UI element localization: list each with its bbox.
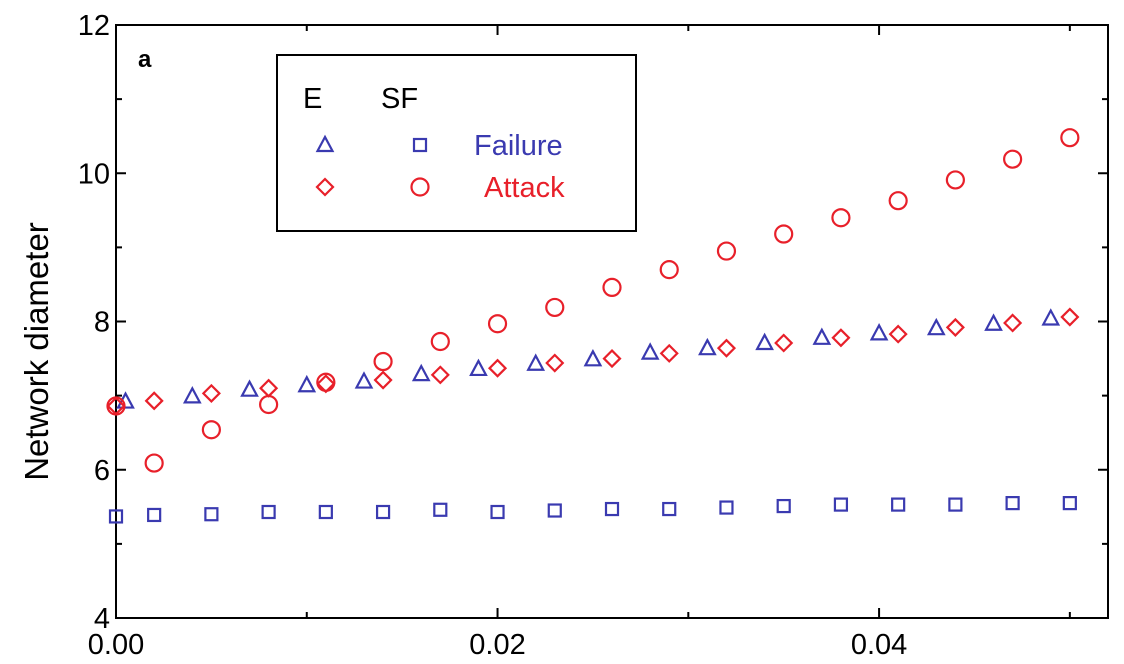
panel-label: a [138, 46, 152, 73]
sf_attack-point [201, 420, 221, 440]
series-sf_attack [106, 128, 1080, 473]
sf_attack-point [774, 224, 794, 244]
sf_attack-point [888, 191, 908, 211]
e_failure-point [182, 386, 202, 404]
legend-header-e: E [303, 83, 322, 115]
e_failure-point [698, 337, 717, 356]
e_attack-point [545, 353, 565, 373]
legend-sf-square-marker [412, 137, 428, 153]
sf_failure-point [719, 500, 734, 515]
sf_attack-point [106, 396, 126, 416]
sf_attack-point [259, 394, 279, 415]
sf_failure-point [948, 497, 963, 512]
sf_attack-point [545, 297, 565, 318]
e_failure-point [755, 332, 774, 351]
e_attack-point [1060, 307, 1080, 327]
sf_failure-point [891, 497, 906, 512]
sf_attack-point [831, 208, 851, 228]
series-sf_failure [108, 496, 1077, 524]
x-tick-label: 0.04 [851, 629, 907, 661]
y-tick-label: 4 [94, 603, 110, 635]
y-tick-label: 10 [78, 158, 110, 190]
legend-row-attack: Attack [315, 172, 565, 204]
e_attack-point [888, 324, 908, 344]
sf_attack-point [144, 453, 164, 473]
sf_failure-point [604, 501, 620, 517]
e_attack-point [201, 383, 221, 403]
e_attack-point [373, 370, 393, 390]
sf_attack-point [373, 351, 393, 372]
sf_failure-point [261, 504, 276, 520]
y-axis-label: Network diameter [18, 222, 55, 481]
x-tick-label: 0.02 [469, 629, 525, 661]
e_attack-point [831, 328, 851, 348]
e_failure-point [469, 358, 488, 377]
y-tick-label: 12 [78, 10, 110, 42]
e_attack-point [602, 349, 622, 369]
e_failure-point [240, 379, 259, 397]
sf_failure-point [433, 502, 448, 517]
sf_attack-point [716, 241, 737, 261]
e_attack-point [487, 358, 508, 378]
series-e_failure [116, 308, 1061, 409]
e_attack-point [1003, 313, 1023, 333]
legend-label-failure: Failure [474, 130, 563, 162]
series-e_attack [106, 307, 1080, 416]
e_attack-point [945, 317, 965, 337]
sf_failure-point [204, 507, 219, 522]
e_attack-point [144, 391, 164, 411]
e_failure-point [869, 323, 889, 341]
e_attack-point [430, 365, 450, 385]
e_failure-point [926, 317, 946, 336]
sf_failure-point [1005, 496, 1020, 511]
sf_attack-point [602, 277, 622, 298]
e_failure-point [1041, 308, 1061, 326]
legend-header-sf: SF [381, 83, 418, 115]
legend-label-attack: Attack [484, 172, 565, 204]
x-tick-label: 0.00 [88, 629, 144, 661]
sf_attack-point [316, 372, 336, 392]
sf_failure-point [108, 509, 124, 524]
sf_failure-point [776, 498, 791, 514]
legend-row-failure: Failure [315, 130, 563, 162]
axis-ticks [115, 24, 1108, 619]
e_failure-point [411, 363, 431, 382]
sf_attack-point [1003, 149, 1023, 169]
sf_failure-point [833, 497, 849, 512]
sf_attack-point [659, 260, 679, 280]
e_failure-point [812, 327, 832, 345]
e_failure-point [354, 371, 374, 389]
sf_failure-point [147, 507, 162, 523]
legend-e-triangle-marker [315, 134, 335, 153]
e_failure-point [526, 353, 546, 371]
e_failure-point [640, 342, 660, 360]
legend-sf-circle-marker [410, 177, 430, 197]
e_failure-point [984, 313, 1003, 331]
e_attack-point [716, 338, 737, 358]
e_attack-point [259, 378, 279, 398]
sf_attack-point [487, 314, 508, 334]
legend-e-diamond-marker [315, 177, 335, 197]
e_attack-point [774, 333, 794, 353]
e_attack-point [659, 343, 679, 363]
data-series [106, 128, 1080, 524]
sf_attack-point [1060, 128, 1080, 148]
y-tick-label: 6 [94, 455, 110, 487]
y-tick-label: 8 [94, 307, 110, 339]
sf_attack-point [945, 170, 965, 190]
sf_failure-point [662, 501, 677, 517]
sf_failure-point [1062, 496, 1077, 511]
sf_failure-point [547, 503, 562, 518]
sf_attack-point [430, 331, 450, 352]
sf_failure-point [318, 504, 333, 520]
e_failure-point [583, 348, 603, 367]
sf_failure-point [490, 504, 505, 520]
e_failure-point [297, 374, 317, 393]
legend: E SF Failure Attack [276, 54, 637, 232]
legend-box [276, 54, 637, 232]
sf_failure-point [375, 504, 391, 520]
axis-tick-labels: 4 6 8 10 12 0.00 0.02 0.04 [78, 10, 908, 661]
